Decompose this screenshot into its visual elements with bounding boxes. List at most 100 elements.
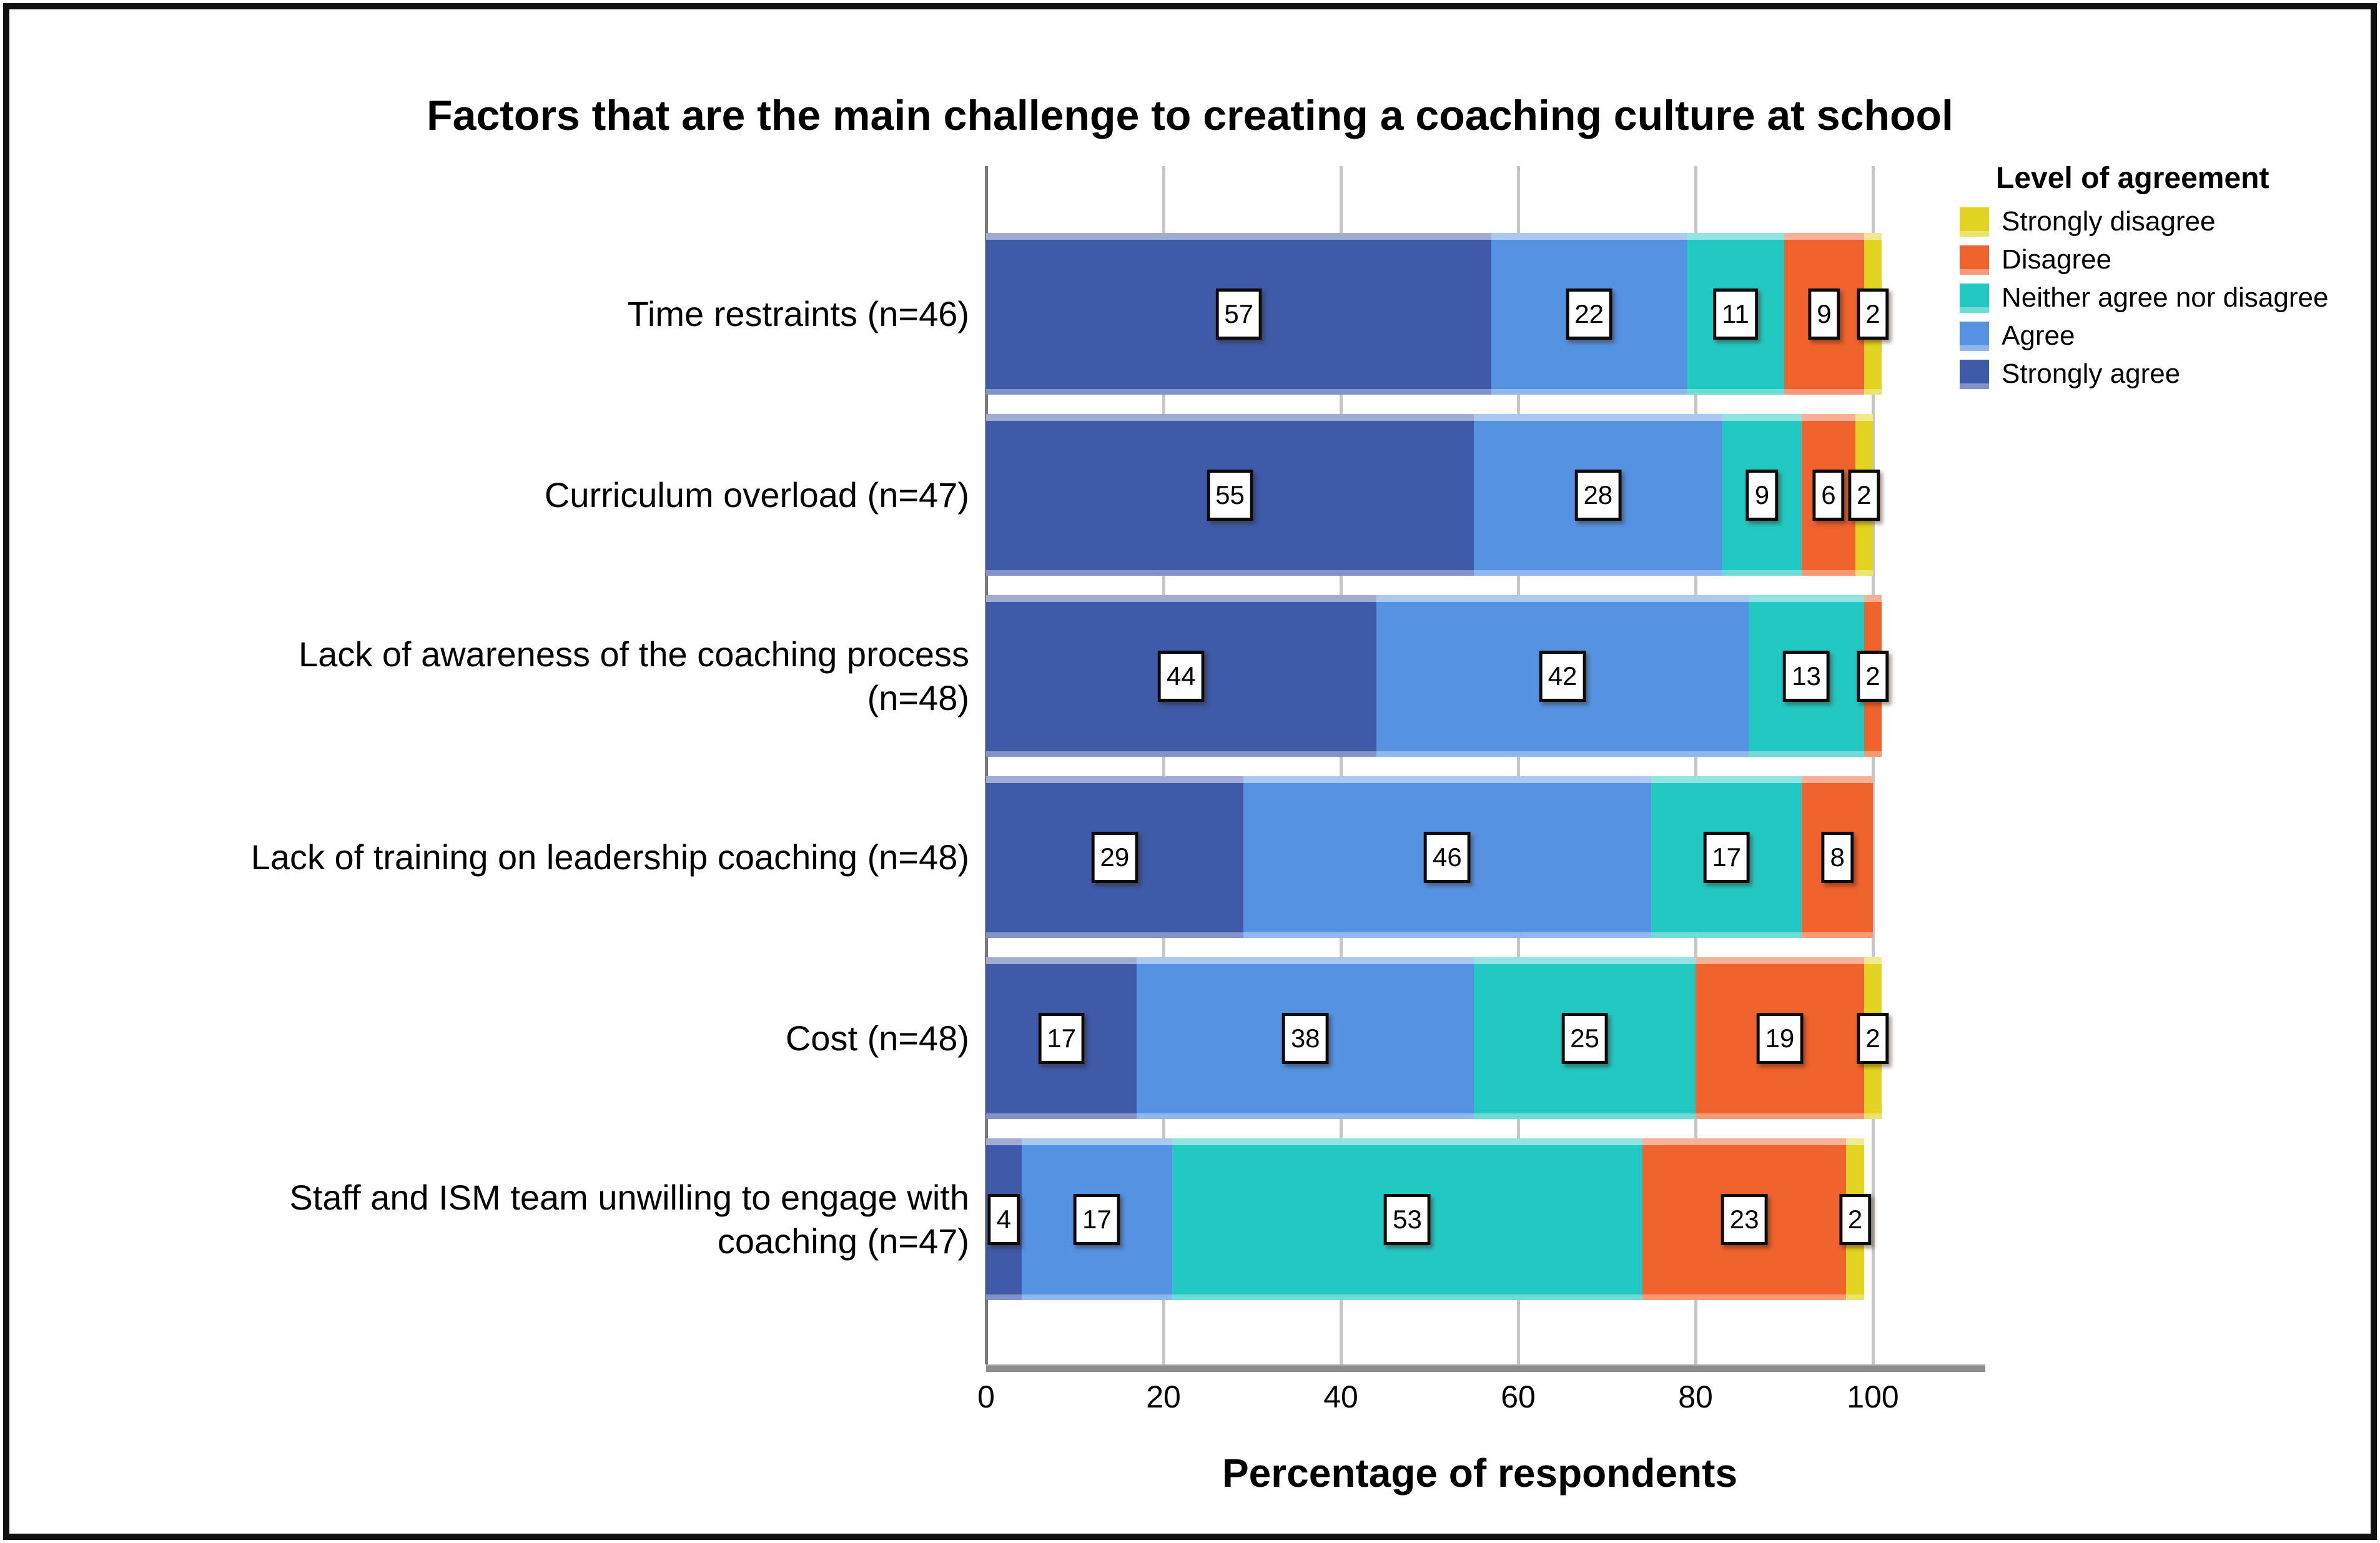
category-label: Time restraints (n=46): [627, 293, 969, 333]
bar-segment-disagree: 19: [1696, 957, 1864, 1119]
bar-row: 44 42 13 2: [986, 595, 1889, 757]
bar-segment-strongly-agree: 55: [986, 414, 1474, 576]
bar-segment-agree: 46: [1243, 776, 1651, 938]
value-label: 2: [1839, 1193, 1872, 1245]
bar-segment-strongly-agree: 44: [986, 595, 1376, 757]
value-label: 29: [1091, 831, 1138, 883]
bar-row: 57 22 11 9 2: [986, 233, 1889, 395]
category-label: Lack of training on leadership coaching …: [250, 837, 969, 877]
bar-segment-neither-agree-nor-disagree: 25: [1474, 957, 1696, 1119]
value-label: 38: [1281, 1012, 1329, 1064]
bar-row: 29 46 17 8: [986, 776, 1873, 938]
chart-title: Factors that are the main challenge to c…: [427, 92, 1953, 139]
legend-item: Strongly disagree: [1960, 206, 2372, 237]
legend-item: Disagree: [1960, 244, 2372, 275]
bar-segment-agree: 28: [1474, 414, 1722, 576]
bar-segment-strongly-agree: 4: [986, 1138, 1022, 1300]
value-label: 23: [1721, 1193, 1768, 1245]
value-label: 2: [1857, 288, 1889, 340]
category-label: Curriculum overload (n=47): [544, 475, 969, 515]
legend-label: Disagree: [2002, 244, 2112, 275]
value-label: 13: [1783, 650, 1830, 702]
bar-segment-disagree: 9: [1784, 233, 1864, 395]
legend-item: Neither agree nor disagree: [1960, 282, 2372, 313]
value-label: 8: [1821, 831, 1854, 883]
bar-segment-disagree: 6: [1802, 414, 1855, 576]
value-label: 4: [987, 1193, 1020, 1245]
bar-segment-strongly-disagree: 2: [1839, 1138, 1872, 1300]
legend-swatch-neither-agree-nor-disagree: [1960, 283, 1989, 313]
value-label: 28: [1574, 469, 1622, 521]
bar-row: 17 38 25 19 2: [986, 957, 1889, 1119]
bar-segment-strongly-agree: 57: [986, 233, 1492, 395]
legend-label: Neither agree nor disagree: [2002, 282, 2329, 313]
gridline-0: [985, 166, 988, 1364]
bar-segment-agree: 22: [1491, 233, 1687, 395]
bar-segment-agree: 38: [1137, 957, 1474, 1119]
legend-label: Strongly agree: [2002, 358, 2181, 389]
bar-segment-disagree: 8: [1802, 776, 1873, 938]
x-tick-20: 20: [1146, 1379, 1181, 1414]
gridline-40: [1340, 166, 1343, 1364]
category-label: Cost (n=48): [785, 1018, 969, 1058]
bar-segment-agree: 17: [1021, 1138, 1173, 1300]
value-label: 44: [1158, 650, 1205, 702]
legend-swatch-agree: [1960, 321, 1989, 351]
value-label: 46: [1424, 831, 1471, 883]
bar-segment-disagree: 2: [1857, 595, 1889, 757]
x-axis-title: Percentage of respondents: [1222, 1451, 1738, 1496]
value-label: 17: [1074, 1193, 1120, 1245]
legend-label: Agree: [2002, 320, 2075, 351]
bar-segment-neither-agree-nor-disagree: 53: [1172, 1138, 1642, 1300]
value-label: 2: [1857, 1012, 1889, 1064]
legend-swatch-strongly-disagree: [1960, 207, 1989, 237]
category-label: Lack of awareness of the coaching proces…: [299, 634, 969, 717]
legend-swatch-disagree: [1960, 245, 1989, 275]
x-tick-60: 60: [1501, 1379, 1536, 1414]
value-label: 2: [1857, 650, 1889, 702]
plot-area: 57 22 11 9 2 55 28 9 6 2 44 42 13 2 29 46 17 8 17 38 25 19 2 4 1…: [985, 166, 1985, 1372]
bar-row: 55 28 9 6 2: [986, 414, 1880, 576]
bar-segment-strongly-disagree: 2: [1857, 957, 1889, 1119]
value-label: 22: [1566, 288, 1612, 340]
value-label: 17: [1038, 1012, 1085, 1064]
x-tick-100: 100: [1847, 1379, 1899, 1414]
value-label: 9: [1808, 288, 1840, 340]
legend-items: Strongly disagree Disagree Neither agree n…: [1960, 206, 2372, 389]
legend: Level of agreement Strongly disagree Disa…: [1960, 161, 2372, 397]
value-label: 53: [1384, 1193, 1431, 1245]
bar-segment-neither-agree-nor-disagree: 9: [1722, 414, 1802, 576]
bar-segment-strongly-agree: 17: [986, 957, 1137, 1119]
bar-segment-strongly-disagree: 2: [1857, 233, 1889, 395]
value-label: 57: [1215, 288, 1263, 340]
bar-segment-neither-agree-nor-disagree: 11: [1686, 233, 1784, 395]
x-tick-0: 0: [977, 1379, 995, 1414]
bar-segment-disagree: 23: [1642, 1138, 1847, 1300]
legend-swatch-strongly-agree: [1960, 359, 1989, 389]
value-label: 19: [1756, 1012, 1804, 1064]
legend-item: Strongly agree: [1960, 358, 2372, 389]
bar-segment-strongly-agree: 29: [986, 776, 1243, 938]
x-axis-line: [986, 1364, 1985, 1372]
bar-segment-neither-agree-nor-disagree: 13: [1749, 595, 1864, 757]
legend-item: Agree: [1960, 320, 2372, 351]
gridline-20: [1162, 166, 1165, 1364]
value-label: 11: [1713, 288, 1758, 340]
value-label: 25: [1561, 1012, 1608, 1064]
value-label: 42: [1539, 650, 1586, 702]
category-label: Staff and ISM team unwilling to engage w…: [289, 1177, 970, 1261]
value-label: 6: [1812, 469, 1845, 521]
gridline-80: [1694, 166, 1697, 1364]
value-label: 17: [1703, 831, 1750, 883]
bar-row: 4 17 53 23 2: [986, 1138, 1872, 1300]
bar-segment-strongly-disagree: 2: [1848, 414, 1880, 576]
legend-label: Strongly disagree: [2002, 206, 2216, 237]
gridline-100: [1872, 166, 1875, 1364]
bar-segment-neither-agree-nor-disagree: 17: [1651, 776, 1802, 938]
value-label: 55: [1207, 469, 1253, 521]
value-label: 2: [1848, 469, 1880, 521]
x-tick-80: 80: [1678, 1379, 1713, 1414]
value-label: 9: [1745, 469, 1779, 521]
bar-segment-agree: 42: [1376, 595, 1749, 757]
